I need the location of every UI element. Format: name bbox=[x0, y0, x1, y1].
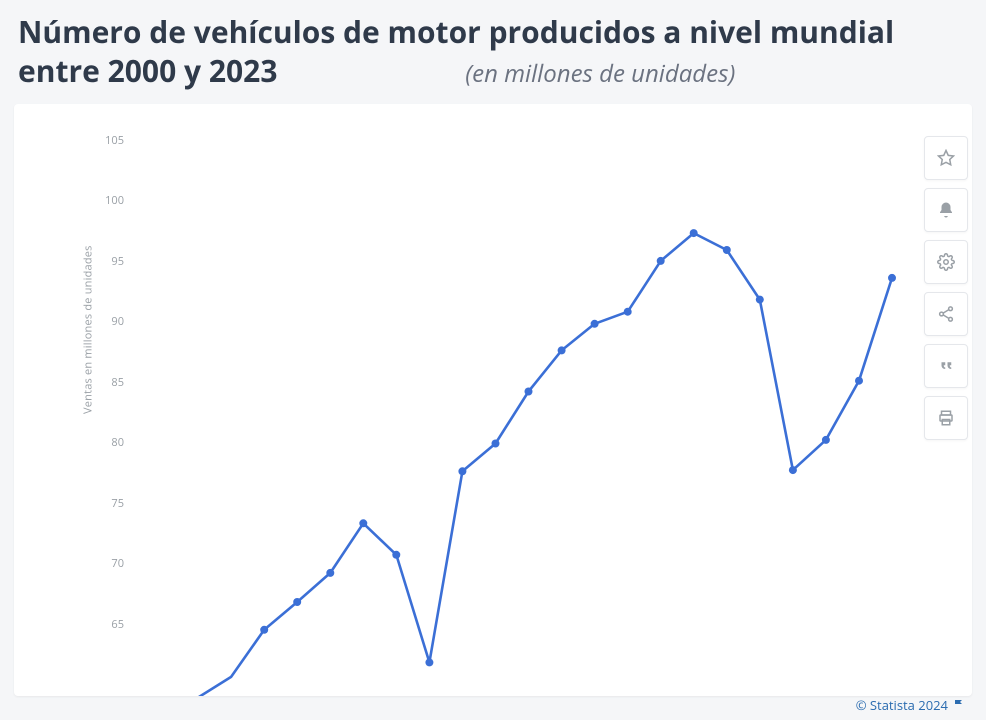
chart-marker[interactable] bbox=[260, 626, 268, 634]
settings-button[interactable] bbox=[924, 240, 968, 284]
chart-marker[interactable] bbox=[326, 569, 334, 577]
chart-marker[interactable] bbox=[657, 257, 665, 265]
chart-marker[interactable] bbox=[756, 296, 764, 304]
chart-marker[interactable] bbox=[624, 308, 632, 316]
sidebar-tools bbox=[924, 136, 968, 440]
copyright-link[interactable]: © Statista 2024 bbox=[856, 696, 948, 714]
chart-marker[interactable] bbox=[293, 598, 301, 606]
quote-icon bbox=[937, 357, 955, 375]
chart-marker[interactable] bbox=[525, 388, 533, 396]
page-title: Número de vehículos de motor producidos … bbox=[18, 12, 968, 90]
print-icon bbox=[937, 409, 955, 427]
print-button[interactable] bbox=[924, 396, 968, 440]
gear-icon bbox=[937, 253, 955, 271]
flag-icon bbox=[954, 699, 964, 711]
chart-marker[interactable] bbox=[458, 467, 466, 475]
notify-button[interactable] bbox=[924, 188, 968, 232]
chart-marker[interactable] bbox=[359, 519, 367, 527]
chart-marker[interactable] bbox=[425, 658, 433, 666]
chart-marker[interactable] bbox=[690, 229, 698, 237]
chart-line bbox=[132, 233, 892, 696]
chart-marker[interactable] bbox=[855, 377, 863, 385]
page-subtitle: (en millones de unidades) bbox=[465, 57, 735, 90]
title-line1: Número de vehículos de motor producidos … bbox=[18, 11, 894, 52]
chart-marker[interactable] bbox=[822, 436, 830, 444]
share-icon bbox=[937, 305, 955, 323]
star-icon bbox=[937, 149, 955, 167]
chart-area: Ventas en millones de unidades 657075808… bbox=[14, 104, 972, 696]
chart-marker[interactable] bbox=[492, 440, 500, 448]
header: Número de vehículos de motor producidos … bbox=[0, 0, 986, 98]
page-root: Número de vehículos de motor producidos … bbox=[0, 0, 986, 720]
favorite-button[interactable] bbox=[924, 136, 968, 180]
title-line2-prefix: entre 2000 y 2023 bbox=[18, 50, 277, 91]
share-button[interactable] bbox=[924, 292, 968, 336]
chart-marker[interactable] bbox=[789, 466, 797, 474]
bell-icon bbox=[937, 201, 955, 219]
chart-marker[interactable] bbox=[888, 274, 896, 282]
footer: © Statista 2024 bbox=[856, 696, 964, 714]
chart-marker[interactable] bbox=[723, 246, 731, 254]
chart-panel: Ventas en millones de unidades 657075808… bbox=[14, 104, 972, 696]
chart-marker[interactable] bbox=[558, 346, 566, 354]
chart-marker[interactable] bbox=[591, 320, 599, 328]
line-chart-svg bbox=[14, 104, 972, 696]
chart-marker[interactable] bbox=[392, 551, 400, 559]
cite-button[interactable] bbox=[924, 344, 968, 388]
